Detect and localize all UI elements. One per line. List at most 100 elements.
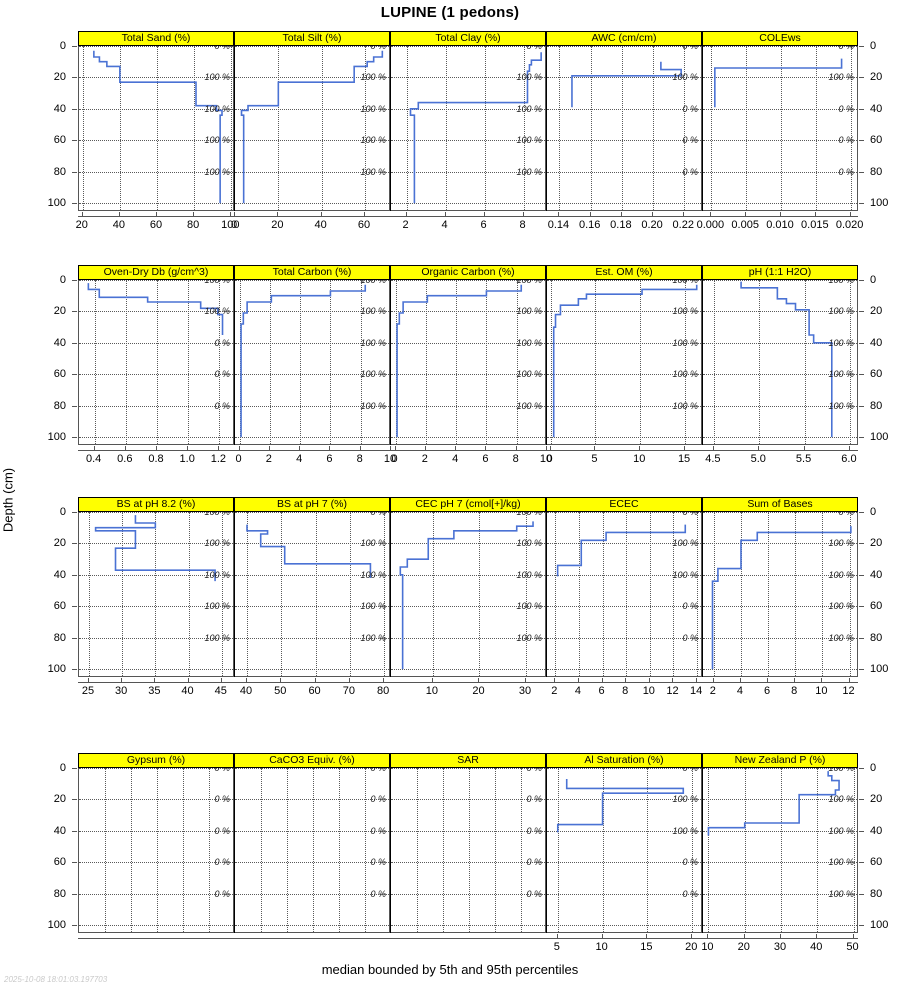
gridline-horizontal [235, 606, 389, 608]
gridline-vertical [559, 46, 561, 210]
percent-annotation: 0 % [214, 888, 230, 899]
x-tick-label: 0.20 [641, 219, 663, 231]
x-tick-label: 12 [842, 685, 855, 697]
x-tick-mark [780, 212, 781, 216]
gridline-horizontal [703, 606, 857, 608]
gridline-vertical [269, 280, 271, 444]
gridline-vertical [221, 512, 223, 676]
y-tick-label: 0 [870, 40, 877, 52]
plot-area: 100 % 100 % 100 % 100 % 100 % [234, 280, 390, 445]
x-tick-label: 0.010 [766, 219, 794, 231]
percent-annotation: 100 % [204, 538, 230, 549]
y-tick-mark [859, 171, 864, 173]
percent-annotation: 100 % [360, 166, 386, 177]
percent-annotation: 100 % [204, 135, 230, 146]
gridline-horizontal [703, 437, 857, 439]
gridline-vertical [188, 280, 190, 444]
panel-title-strip: Total Silt (%) [234, 31, 390, 46]
y-tick-label: 0 [59, 40, 66, 52]
y-tick-mark [72, 203, 77, 205]
y-tick-mark [72, 925, 77, 927]
gridline-horizontal [391, 140, 545, 142]
gridline-vertical [557, 768, 559, 932]
x-tick-mark [821, 678, 823, 682]
x-tick-label: 80 [187, 219, 200, 231]
gridline-vertical [685, 280, 687, 444]
x-tick-label: 2 [421, 453, 428, 465]
gridline-vertical [815, 46, 817, 210]
gridline-horizontal [235, 342, 389, 344]
gridline-horizontal [235, 311, 389, 313]
x-tick-mark [359, 446, 361, 450]
percent-annotation: 100 % [516, 135, 542, 146]
y-tick-label: 20 [870, 71, 883, 84]
plot-area: 0 % 100 % 100 % 100 % 100 % [78, 46, 234, 211]
percent-annotation: 100 % [204, 166, 230, 177]
gridline-horizontal [391, 669, 545, 671]
gridline-horizontal [547, 405, 701, 407]
y-tick-label: 60 [870, 134, 883, 147]
panel-title-strip: BS at pH 7 (%) [234, 497, 390, 512]
gridline-vertical [495, 768, 496, 932]
plot-area: 100 % 100 % 100 % 100 % 100 % [390, 280, 546, 445]
gridline-vertical [155, 512, 157, 676]
percent-annotation: 0 % [214, 794, 230, 805]
y-tick-label: 0 [59, 762, 66, 774]
percent-annotation: 0 % [370, 794, 386, 805]
y-tick-mark [72, 669, 77, 671]
gridline-horizontal [235, 637, 389, 639]
x-tick-mark [814, 212, 816, 216]
gridline-vertical [653, 46, 655, 210]
gridline-vertical [781, 768, 782, 932]
x-tick-mark [268, 446, 270, 450]
y-tick-mark [859, 512, 864, 513]
x-tick-mark [220, 678, 222, 682]
gridline-vertical [746, 46, 748, 210]
gridline-horizontal [547, 925, 701, 927]
gridline-horizontal [79, 46, 233, 47]
percent-annotation: 100 % [672, 569, 698, 580]
gridline-vertical [469, 768, 470, 932]
gridline-vertical [456, 280, 458, 444]
panel-separator [546, 31, 547, 211]
y-tick-mark [859, 768, 864, 769]
panel-title-strip: Oven-Dry Db (g/cm^3) [78, 265, 234, 280]
percent-annotation: 100 % [828, 768, 854, 773]
percent-annotation: 100 % [516, 369, 542, 380]
gridline-horizontal [235, 171, 389, 173]
percent-annotation: 100 % [516, 280, 542, 285]
percent-annotation: 100 % [828, 794, 854, 805]
percent-annotation: 100 % [516, 72, 542, 83]
gridline-horizontal [235, 140, 389, 142]
x-tick-mark [230, 212, 232, 216]
x-tick-mark [794, 678, 796, 682]
gridline-horizontal [79, 374, 233, 376]
gridline-horizontal [235, 925, 389, 927]
gridline-horizontal [391, 280, 545, 281]
profile-curve [87, 283, 224, 335]
gridline-horizontal [79, 140, 233, 142]
percent-annotation: 100 % [828, 306, 854, 317]
gridline-horizontal [79, 799, 233, 801]
gridline-vertical [713, 280, 715, 444]
percent-annotation: 100 % [360, 538, 386, 549]
gridline-horizontal [547, 108, 701, 110]
y-tick-mark [72, 280, 77, 281]
percent-annotation: 100 % [828, 337, 854, 348]
x-tick-label: 10 [539, 453, 553, 465]
x-tick-label: 0.000 [696, 219, 725, 231]
panel-separator [702, 31, 703, 211]
percent-annotation: 0 % [526, 768, 542, 773]
gridline-horizontal [703, 830, 857, 832]
gridline-vertical [817, 768, 819, 932]
percent-annotation: 100 % [828, 888, 854, 899]
x-tick-label: 0 [391, 453, 398, 465]
x-tick-label: 10 [425, 685, 439, 697]
gridline-horizontal [703, 171, 857, 173]
percent-annotation: 100 % [204, 103, 230, 114]
x-tick-mark [187, 678, 189, 682]
y-tick-label: 20 [53, 71, 66, 84]
gridline-vertical [321, 46, 323, 210]
y-tick-label: 100 [47, 197, 66, 210]
gridline-vertical [708, 768, 710, 932]
